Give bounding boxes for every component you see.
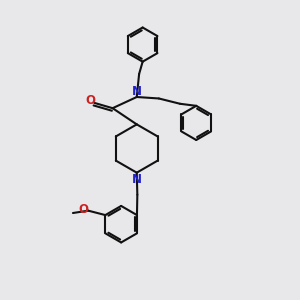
Text: O: O	[78, 203, 88, 216]
Text: O: O	[85, 94, 95, 107]
Text: N: N	[132, 172, 142, 186]
Text: N: N	[132, 85, 142, 98]
